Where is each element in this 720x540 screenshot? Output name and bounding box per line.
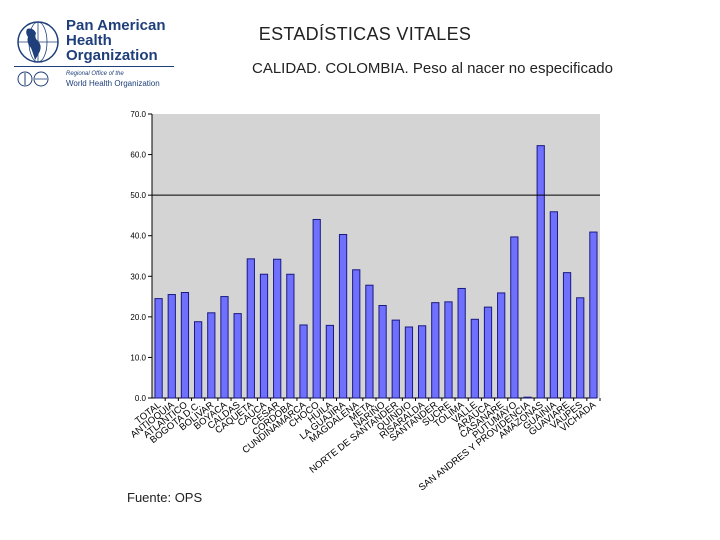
bar	[562, 272, 572, 399]
bar	[365, 284, 374, 399]
bar	[352, 269, 361, 399]
y-tick-label: 40.0	[130, 232, 146, 241]
bar	[536, 145, 545, 399]
page-subtitle: CALIDAD. COLOMBIA. Peso al nacer no espe…	[252, 60, 613, 77]
bar	[549, 211, 559, 399]
plot-area	[152, 114, 600, 398]
globe-icon	[17, 21, 59, 63]
bar	[207, 312, 216, 399]
bar	[273, 258, 282, 399]
bar	[391, 319, 400, 399]
bar	[338, 233, 348, 399]
bar	[325, 324, 335, 399]
bar	[470, 318, 479, 399]
who-emblem-icon	[17, 71, 49, 87]
bar	[589, 231, 598, 399]
bar	[167, 294, 176, 399]
bar	[444, 301, 453, 399]
bar	[246, 258, 255, 399]
bar	[286, 273, 295, 399]
y-tick-label: 60.0	[130, 151, 146, 160]
bar	[523, 396, 532, 399]
bar	[457, 287, 466, 399]
bar	[312, 218, 321, 399]
y-tick-label: 10.0	[130, 353, 146, 362]
bar	[510, 236, 519, 399]
bar	[220, 296, 229, 399]
bar	[431, 302, 440, 399]
bar	[378, 304, 387, 399]
logo-name: Pan American Health Organization	[66, 17, 166, 64]
bar	[497, 292, 506, 399]
bar	[483, 306, 493, 399]
bar	[417, 325, 427, 399]
logo-divider	[14, 66, 174, 67]
bar	[299, 324, 308, 399]
bar	[193, 321, 203, 399]
y-tick-label: 0.0	[135, 394, 147, 403]
bar	[154, 298, 163, 399]
y-tick-label: 50.0	[130, 191, 146, 200]
bar	[576, 297, 585, 399]
bar	[259, 273, 269, 399]
y-tick-label: 70.0	[130, 110, 146, 119]
page-title: ESTADÍSTICAS VITALES	[258, 24, 472, 44]
source-note: Fuente: OPS	[127, 490, 203, 505]
y-tick-label: 20.0	[130, 313, 146, 322]
bar	[180, 292, 190, 399]
logo-subtitle-regional: Regional Office of the	[66, 71, 124, 77]
paho-logo: Pan American Health Organization Regiona…	[12, 16, 182, 88]
logo-subtitle-who: World Health Organization	[66, 79, 160, 88]
bar	[404, 326, 414, 399]
bar	[233, 313, 242, 399]
y-tick-label: 30.0	[130, 272, 146, 281]
